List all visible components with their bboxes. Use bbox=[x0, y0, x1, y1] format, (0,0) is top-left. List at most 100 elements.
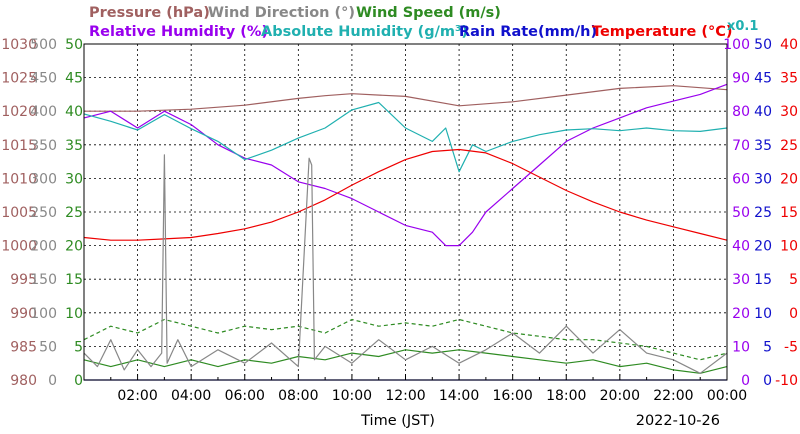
x-tick-label: 04:00 bbox=[171, 388, 211, 404]
y-tick-label-relative-humidity: 50 bbox=[732, 205, 750, 221]
series-line-relative-humidity bbox=[83, 83, 728, 247]
y-tick-label-wind-speed: 15 bbox=[65, 272, 83, 288]
y-tick-label-pressure: 995 bbox=[10, 272, 37, 288]
legend-wind-speed: Wind Speed (m/s) bbox=[356, 5, 501, 21]
legend-rain-rate: Rain Rate(mm/h) bbox=[459, 24, 597, 40]
x-tick-label: 20:00 bbox=[600, 388, 640, 404]
y-tick-label-wind-direction: 100 bbox=[30, 306, 57, 322]
y-tick-label-wind-direction: 450 bbox=[30, 71, 57, 87]
x-tick-label: 08:00 bbox=[278, 388, 318, 404]
y-tick-label-relative-humidity: 0 bbox=[741, 373, 750, 389]
y-tick-label-wind-speed: 50 bbox=[65, 37, 83, 53]
y-tick-label-pressure: 1025 bbox=[1, 71, 37, 87]
y-tick-label-wind-speed: 40 bbox=[65, 104, 83, 120]
y-tick-label-temperature: -5 bbox=[784, 339, 798, 355]
y-tick-label-wind-direction: 400 bbox=[30, 104, 57, 120]
y-tick-label-wind-speed: 5 bbox=[74, 339, 83, 355]
y-tick-label-rain-rate: 10 bbox=[754, 306, 772, 322]
chart-date: 2022-10-26 bbox=[636, 413, 720, 429]
y-tick-label-wind-speed: 25 bbox=[65, 205, 83, 221]
y-tick-label-wind-speed: 30 bbox=[65, 171, 83, 187]
series-line-wind-direction bbox=[83, 154, 728, 374]
legend-absolute-humidity: Absolute Humidity (g/m³) bbox=[261, 24, 468, 40]
y-tick-label-pressure: 1020 bbox=[1, 104, 37, 120]
y-tick-label-rain-rate: 15 bbox=[754, 272, 772, 288]
y-tick-label-pressure: 1015 bbox=[1, 138, 37, 154]
x-tick-label: 10:00 bbox=[332, 388, 372, 404]
y-tick-label-relative-humidity: 40 bbox=[732, 239, 750, 255]
x-tick-label: 06:00 bbox=[225, 388, 265, 404]
legend-row-2: Relative Humidity (%) Absolute Humidity … bbox=[89, 19, 758, 40]
y-tick-label-temperature: 5 bbox=[789, 272, 798, 288]
y-tick-label-wind-direction: 150 bbox=[30, 272, 57, 288]
x-tick-label: 12:00 bbox=[385, 388, 425, 404]
y-tick-label-rain-rate: 40 bbox=[754, 104, 772, 120]
y-tick-label-pressure: 1030 bbox=[1, 37, 37, 53]
y-tick-label-wind-speed: 0 bbox=[74, 373, 83, 389]
x-tick-label: 00:00 bbox=[707, 388, 747, 404]
y-tick-label-rain-rate: 50 bbox=[754, 37, 772, 53]
x-tick-label: 18:00 bbox=[546, 388, 586, 404]
y-tick-label-wind-speed: 10 bbox=[65, 306, 83, 322]
y-tick-label-relative-humidity: 70 bbox=[732, 138, 750, 154]
legend-scale-note: x0.1 bbox=[727, 19, 758, 34]
legend-pressure: Pressure (hPa) bbox=[89, 5, 210, 21]
y-tick-label-temperature: 0 bbox=[789, 306, 798, 322]
legend-temperature: Temperature (°C) bbox=[592, 24, 733, 40]
y-tick-label-temperature: 10 bbox=[780, 239, 798, 255]
y-axis-ticks: 1030102510201015101010051000995990985980… bbox=[1, 37, 798, 389]
y-tick-label-temperature: 35 bbox=[780, 71, 798, 87]
series-line-pressure-hpa bbox=[84, 85, 728, 112]
series-line-wind-speed-gust-m-s bbox=[83, 318, 728, 361]
y-tick-label-rain-rate: 45 bbox=[754, 71, 772, 87]
y-tick-label-wind-direction: 300 bbox=[30, 171, 57, 187]
y-tick-label-relative-humidity: 90 bbox=[732, 71, 750, 87]
legend-row-1: Pressure (hPa) Wind Direction (°) Wind S… bbox=[89, 5, 501, 21]
x-tick-label: 22:00 bbox=[653, 388, 693, 404]
y-tick-label-pressure: 1000 bbox=[1, 239, 37, 255]
y-tick-label-relative-humidity: 30 bbox=[732, 272, 750, 288]
y-tick-label-relative-humidity: 100 bbox=[723, 37, 750, 53]
y-tick-label-rain-rate: 30 bbox=[754, 171, 772, 187]
y-tick-label-pressure: 990 bbox=[10, 306, 37, 322]
y-tick-label-wind-speed: 45 bbox=[65, 71, 83, 87]
y-tick-label-relative-humidity: 80 bbox=[732, 104, 750, 120]
y-tick-label-pressure: 980 bbox=[10, 373, 37, 389]
x-tick-label: 14:00 bbox=[439, 388, 479, 404]
y-tick-label-pressure: 1010 bbox=[1, 171, 37, 187]
y-tick-label-temperature: -10 bbox=[775, 373, 798, 389]
y-tick-label-wind-direction: 350 bbox=[30, 138, 57, 154]
y-tick-label-temperature: 15 bbox=[780, 205, 798, 221]
y-tick-label-rain-rate: 0 bbox=[763, 373, 772, 389]
y-tick-label-temperature: 20 bbox=[780, 171, 798, 187]
y-tick-label-wind-direction: 250 bbox=[30, 205, 57, 221]
series-line-temperature-c bbox=[83, 148, 728, 241]
x-tick-label: 02:00 bbox=[117, 388, 157, 404]
chart-grid bbox=[84, 44, 727, 380]
series-line-absolute-humidity-g-m bbox=[83, 101, 728, 173]
y-tick-label-pressure: 985 bbox=[10, 339, 37, 355]
y-tick-label-temperature: 25 bbox=[780, 138, 798, 154]
y-tick-label-wind-direction: 200 bbox=[30, 239, 57, 255]
y-tick-label-wind-direction: 50 bbox=[39, 339, 57, 355]
y-tick-label-rain-rate: 20 bbox=[754, 239, 772, 255]
y-tick-label-wind-direction: 500 bbox=[30, 37, 57, 53]
y-tick-label-rain-rate: 25 bbox=[754, 205, 772, 221]
y-tick-label-pressure: 1005 bbox=[1, 205, 37, 221]
y-tick-label-wind-speed: 35 bbox=[65, 138, 83, 154]
y-tick-label-wind-speed: 20 bbox=[65, 239, 83, 255]
y-tick-label-relative-humidity: 20 bbox=[732, 306, 750, 322]
y-tick-label-relative-humidity: 10 bbox=[732, 339, 750, 355]
y-tick-label-temperature: 30 bbox=[780, 104, 798, 120]
legend-wind-direction: Wind Direction (°) bbox=[208, 5, 355, 21]
x-tick-label: 16:00 bbox=[492, 388, 532, 404]
x-axis-label: Time (JST) bbox=[360, 413, 435, 429]
series-line-wind-speed-m-s bbox=[83, 349, 728, 374]
y-tick-label-wind-direction: 0 bbox=[48, 373, 57, 389]
y-tick-label-rain-rate: 35 bbox=[754, 138, 772, 154]
y-tick-label-rain-rate: 5 bbox=[763, 339, 772, 355]
y-tick-label-temperature: 40 bbox=[780, 37, 798, 53]
legend-relative-humidity: Relative Humidity (%) bbox=[89, 24, 268, 40]
x-axis-ticks: 02:00 04:00 06:00 08:00 10:00 12:00 14:00 16:00… bbox=[110, 374, 747, 404]
